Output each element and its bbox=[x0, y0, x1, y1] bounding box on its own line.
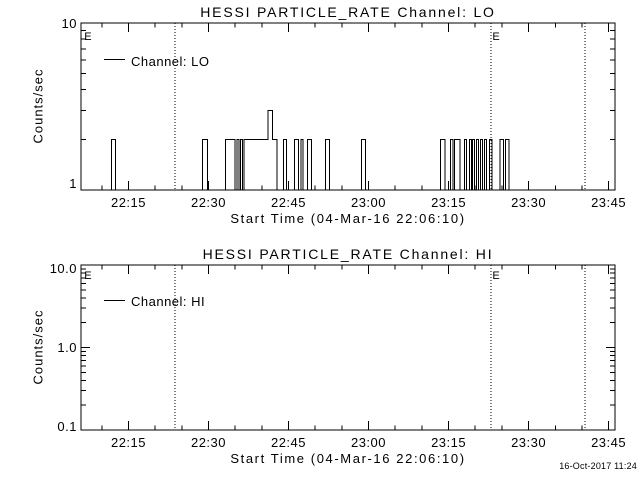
x-tick-label: 23:15 bbox=[431, 195, 467, 210]
plot2-x-axis-title: Start Time (04-Mar-16 22:06:10) bbox=[230, 451, 466, 466]
creation-timestamp: 16-Oct-2017 11:24 bbox=[559, 461, 637, 471]
plot2-legend-label: Channel: HI bbox=[131, 294, 206, 309]
eclipse-marker-label: E bbox=[492, 31, 500, 43]
eclipse-marker-label: E bbox=[84, 270, 92, 282]
x-tick-label: 22:15 bbox=[110, 195, 147, 210]
eclipse-marker-label: E bbox=[84, 31, 92, 43]
plot1-y-tick-label: 1 bbox=[69, 176, 77, 191]
plot1-frame bbox=[80, 22, 616, 191]
plot2-frame bbox=[80, 264, 616, 431]
plot2-y-tick-label: 0.1 bbox=[57, 419, 77, 434]
plot2-y-tick-label: 10.0 bbox=[49, 261, 77, 276]
x-tick-label: 23:00 bbox=[350, 435, 387, 450]
plot1-legend-label: Channel: LO bbox=[131, 54, 210, 69]
x-tick-label: 22:15 bbox=[110, 435, 147, 450]
x-tick-label: 23:45 bbox=[591, 195, 627, 210]
x-tick-label: 23:15 bbox=[431, 435, 467, 450]
plot1-x-axis-title: Start Time (04-Mar-16 22:06:10) bbox=[230, 211, 466, 226]
x-tick-label: 23:30 bbox=[511, 195, 547, 210]
x-tick-label: 23:00 bbox=[350, 195, 387, 210]
channel-lo-series-path bbox=[81, 109, 615, 191]
plot2-y-tick-label: 1.0 bbox=[57, 340, 77, 355]
eclipse-marker-label: E bbox=[492, 270, 500, 282]
x-tick-label: 23:45 bbox=[591, 435, 627, 450]
x-tick-label: 23:30 bbox=[511, 435, 547, 450]
plot2-title: HESSI PARTICLE_RATE Channel: HI bbox=[202, 246, 494, 262]
plot1-y-tick-label: 10 bbox=[61, 16, 77, 31]
x-tick-label: 22:30 bbox=[190, 435, 227, 450]
x-tick-label: 22:45 bbox=[270, 435, 307, 450]
x-tick-label: 22:30 bbox=[190, 195, 227, 210]
plot1-y-axis-title: Counts/sec bbox=[30, 68, 46, 144]
plot1-title: HESSI PARTICLE_RATE Channel: LO bbox=[200, 4, 496, 20]
x-tick-label: 22:45 bbox=[270, 195, 307, 210]
